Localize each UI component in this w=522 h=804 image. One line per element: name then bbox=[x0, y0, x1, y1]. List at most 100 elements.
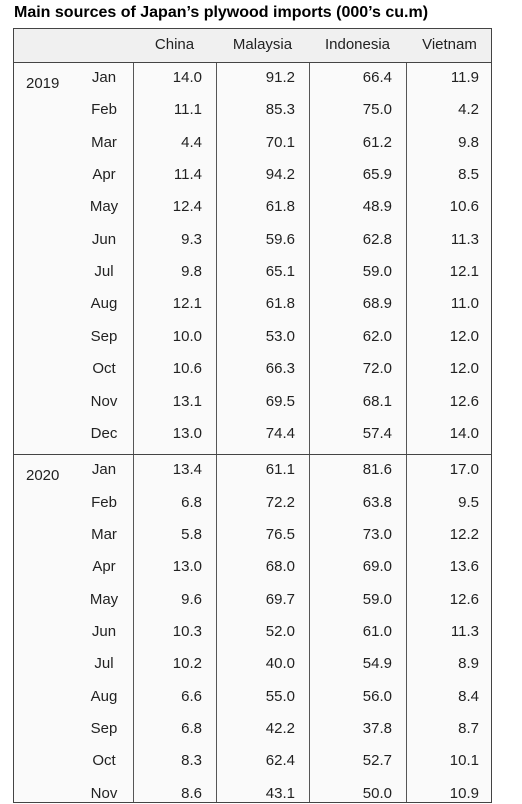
value-cell: 6.6 bbox=[181, 687, 202, 705]
value-cell: 10.6 bbox=[449, 198, 479, 216]
value-cell: 10.2 bbox=[172, 655, 202, 673]
value-cell: 12.2 bbox=[449, 525, 479, 543]
value-cell: 6.8 bbox=[181, 493, 202, 511]
value-cell: 13.6 bbox=[449, 558, 479, 576]
title: Main sources of Japan’s plywood imports … bbox=[14, 4, 429, 21]
value-cell: 61.2 bbox=[362, 133, 392, 151]
value-cell: 14.0 bbox=[172, 69, 202, 86]
value-cell: 62.0 bbox=[362, 327, 392, 345]
value-cell: 76.5 bbox=[265, 525, 295, 543]
month-label: Nov bbox=[90, 392, 118, 410]
value-cell: 53.0 bbox=[265, 327, 295, 345]
month-label: Mar bbox=[91, 133, 117, 151]
value-cell: 13.0 bbox=[172, 424, 202, 442]
month-label: Jun bbox=[91, 622, 117, 640]
value-cell: 5.8 bbox=[181, 525, 202, 543]
month-label: Jul bbox=[94, 263, 114, 281]
value-cell: 59.0 bbox=[362, 263, 392, 281]
header-background bbox=[14, 29, 491, 62]
value-cell: 70.1 bbox=[265, 133, 295, 151]
month-label: Jan bbox=[91, 461, 117, 479]
value-cell: 8.5 bbox=[458, 166, 479, 184]
value-cell: 12.0 bbox=[449, 360, 479, 378]
value-cell: 50.0 bbox=[362, 784, 392, 802]
value-cell: 12.6 bbox=[449, 392, 479, 410]
column-divider bbox=[216, 29, 217, 802]
month-label: May bbox=[89, 590, 119, 608]
value-cell: 10.9 bbox=[449, 784, 479, 802]
column-header: Indonesia bbox=[324, 36, 391, 53]
month-label: Apr bbox=[92, 166, 116, 184]
value-cell: 72.0 bbox=[362, 360, 392, 378]
value-cell: 12.1 bbox=[449, 263, 479, 281]
month-label: Feb bbox=[91, 101, 117, 119]
value-cell: 69.7 bbox=[265, 590, 295, 608]
month-label: Sep bbox=[90, 720, 118, 737]
value-cell: 52.0 bbox=[265, 622, 295, 640]
value-cell: 57.4 bbox=[362, 424, 392, 442]
value-cell: 52.7 bbox=[362, 752, 392, 770]
value-cell: 66.4 bbox=[362, 69, 392, 86]
header-divider bbox=[14, 62, 491, 63]
value-cell: 17.0 bbox=[449, 461, 479, 479]
value-cell: 9.5 bbox=[458, 493, 479, 511]
value-cell: 13.4 bbox=[172, 461, 202, 479]
value-cell: 61.8 bbox=[265, 295, 295, 313]
value-cell: 94.2 bbox=[265, 166, 295, 184]
value-cell: 14.0 bbox=[449, 424, 479, 442]
value-cell: 11.3 bbox=[450, 622, 479, 640]
year-label: 2019 bbox=[26, 75, 60, 92]
value-cell: 63.8 bbox=[362, 493, 392, 511]
value-cell: 68.1 bbox=[362, 392, 392, 410]
value-cell: 43.1 bbox=[265, 784, 295, 802]
month-label: Jul bbox=[94, 655, 114, 673]
value-cell: 11.3 bbox=[450, 230, 479, 248]
table: China Malaysia Indonesia Vietnam 2019 Jan 14.0… bbox=[13, 28, 492, 803]
month-label: Dec bbox=[90, 424, 118, 442]
value-cell: 9.8 bbox=[181, 263, 202, 281]
value-cell: 37.8 bbox=[362, 720, 392, 737]
month-label: Aug bbox=[90, 687, 118, 705]
value-cell: 61.1 bbox=[265, 461, 295, 479]
value-cell: 75.0 bbox=[362, 101, 392, 119]
value-cell: 9.8 bbox=[458, 133, 479, 151]
value-cell: 59.0 bbox=[362, 590, 392, 608]
value-cell: 12.1 bbox=[172, 295, 202, 313]
value-cell: 72.2 bbox=[265, 493, 295, 511]
value-cell: 65.1 bbox=[265, 263, 295, 281]
month-label: Apr bbox=[92, 558, 116, 576]
month-label: Jun bbox=[91, 230, 117, 248]
month-label: May bbox=[89, 198, 119, 216]
value-cell: 13.0 bbox=[172, 558, 202, 576]
value-cell: 10.6 bbox=[172, 360, 202, 378]
value-cell: 40.0 bbox=[265, 655, 295, 673]
column-header: Vietnam bbox=[422, 36, 477, 53]
value-cell: 69.5 bbox=[265, 392, 295, 410]
column-divider bbox=[133, 29, 134, 802]
value-cell: 54.9 bbox=[362, 655, 392, 673]
value-cell: 6.8 bbox=[181, 720, 202, 737]
month-label: Feb bbox=[91, 493, 117, 511]
value-cell: 69.0 bbox=[362, 558, 392, 576]
value-cell: 73.0 bbox=[362, 525, 392, 543]
value-cell: 74.4 bbox=[265, 424, 295, 442]
value-cell: 8.6 bbox=[181, 784, 202, 802]
value-cell: 12.4 bbox=[172, 198, 202, 216]
value-cell: 11.4 bbox=[173, 166, 202, 184]
value-cell: 62.4 bbox=[265, 752, 295, 770]
value-cell: 68.9 bbox=[362, 295, 392, 313]
value-cell: 11.1 bbox=[173, 101, 202, 119]
value-cell: 9.3 bbox=[181, 230, 202, 248]
value-cell: 10.0 bbox=[172, 327, 202, 345]
month-label: Jan bbox=[91, 69, 117, 86]
column-divider bbox=[406, 29, 407, 802]
value-cell: 61.0 bbox=[362, 622, 392, 640]
month-label: Oct bbox=[92, 360, 116, 378]
column-header: China bbox=[154, 36, 195, 53]
month-label: Aug bbox=[90, 295, 118, 313]
column-header: Malaysia bbox=[232, 36, 293, 53]
value-cell: 10.3 bbox=[172, 622, 202, 640]
value-cell: 61.8 bbox=[265, 198, 295, 216]
value-cell: 68.0 bbox=[265, 558, 295, 576]
